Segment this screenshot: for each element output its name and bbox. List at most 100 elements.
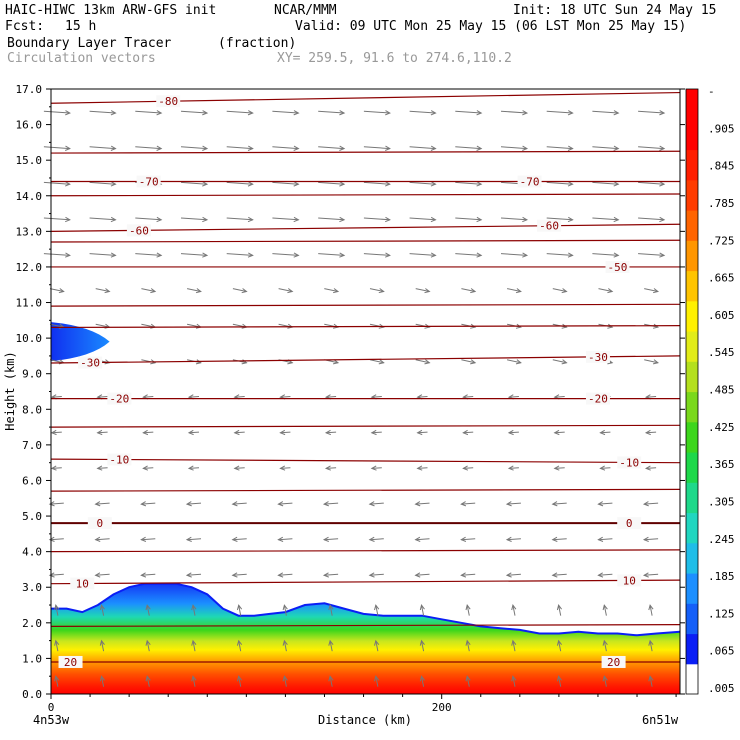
wind-vector-head (556, 639, 562, 646)
wind-vector-head (293, 252, 300, 258)
wind-vector (180, 253, 208, 256)
wind-vector-head (54, 675, 60, 682)
colorbar-swatch (686, 300, 698, 332)
wind-vector (318, 181, 345, 185)
wind-vector-head (567, 110, 574, 116)
wind-vector-head (150, 288, 157, 294)
wind-vector (89, 146, 116, 150)
wind-vector-head (648, 604, 654, 611)
wind-vector-head (110, 181, 117, 187)
y-tick-label: 14.0 (16, 190, 43, 203)
field-units: (fraction) (218, 36, 297, 51)
wind-vector (324, 502, 339, 505)
contour-label: -20 (588, 393, 608, 406)
wind-vector (461, 502, 476, 505)
contour-line (50, 303, 681, 307)
wind-vector (638, 253, 665, 256)
y-tick-label: 2.0 (22, 617, 42, 630)
wind-vector (409, 217, 436, 221)
wind-vector-head (462, 429, 469, 436)
wind-vector (89, 217, 116, 221)
wind-vector-head (460, 572, 467, 578)
wind-vector (649, 676, 653, 687)
colorbar-swatch (686, 421, 698, 453)
wind-vector-head (277, 572, 284, 578)
wind-vector (43, 181, 70, 185)
wind-vector (95, 323, 110, 328)
wind-vector-head (191, 675, 197, 682)
wind-vector (421, 676, 425, 687)
wind-vector (146, 605, 150, 616)
y-axis: 0.0 1.0 2.0 3.0 4.0 5.0 6.0 7.0 8.0 9.0 10.0 11.0 12… (16, 83, 685, 701)
contour-label: -80 (158, 95, 178, 108)
wind-vector (421, 640, 425, 652)
wind-vector-head (54, 604, 60, 611)
wind-vector (226, 217, 253, 221)
contour-label-bg (156, 95, 181, 108)
wind-vector (558, 640, 562, 652)
colorbar-swatch (686, 149, 698, 181)
wind-vector-head (567, 181, 574, 187)
valid-time: Valid: 09 UTC Mon 25 May 15 (06 LST Mon … (295, 19, 687, 34)
wind-vector (455, 146, 482, 150)
wind-vector (369, 288, 384, 292)
wind-vector (506, 288, 521, 292)
wind-vector-head (282, 675, 288, 682)
wind-vector (375, 640, 379, 652)
contour-label-bg (617, 517, 642, 530)
wind-vector (234, 431, 245, 434)
wind-vector (324, 538, 339, 541)
contour-label-bg (605, 260, 630, 273)
wind-vector (415, 573, 430, 576)
wind-vector (97, 396, 108, 398)
wind-vector-head (602, 604, 608, 611)
wind-vector-head (368, 572, 375, 578)
wind-vector-head (236, 675, 243, 682)
wind-vector (592, 181, 619, 185)
wind-vector (95, 288, 110, 292)
wind-vector-head (233, 465, 240, 471)
wind-vector-head (613, 110, 620, 116)
wind-vector (415, 359, 430, 364)
wind-vector (644, 359, 659, 364)
wind-vector-head (556, 604, 562, 611)
wind-vector-head (522, 110, 529, 116)
wind-vector (649, 605, 653, 616)
colorbar-swatch (686, 663, 698, 695)
wind-vector (43, 217, 70, 221)
wind-vector-head (385, 181, 391, 187)
wind-vector-head (511, 604, 517, 611)
wind-vector (49, 288, 64, 292)
contour-line (50, 579, 681, 585)
wind-vector (415, 538, 430, 541)
wind-vector-head (659, 216, 666, 223)
contour-line (50, 150, 681, 154)
wind-vector-head (156, 252, 163, 258)
upper-tracer-blob (51, 322, 110, 362)
wind-vector (135, 253, 162, 256)
y-tick-label: 6.0 (22, 474, 42, 487)
wind-vector-head (652, 288, 660, 294)
wind-vector-head (231, 501, 238, 507)
colorbar-swatch (686, 512, 698, 544)
contour-line (50, 91, 681, 104)
wind-vector (192, 676, 196, 687)
wind-vector-head (156, 110, 163, 116)
colorbar-label: .185 (708, 570, 735, 583)
wind-vector (455, 110, 482, 114)
wind-vector (49, 573, 64, 576)
wind-vector (603, 605, 607, 616)
wind-vector-head (140, 536, 147, 542)
wind-vector (409, 146, 436, 150)
wind-vector-head (247, 110, 254, 116)
wind-vector-head (48, 572, 55, 578)
colorbar-label: .365 (708, 458, 735, 471)
wind-vector (272, 217, 299, 221)
wind-vector (500, 110, 527, 114)
wind-vector-head (424, 288, 431, 294)
colorbar-label: .725 (708, 234, 735, 247)
wind-vector (234, 467, 245, 469)
wind-vector (363, 217, 390, 221)
wind-vector-head (322, 536, 329, 542)
wind-vector-head (368, 536, 375, 542)
